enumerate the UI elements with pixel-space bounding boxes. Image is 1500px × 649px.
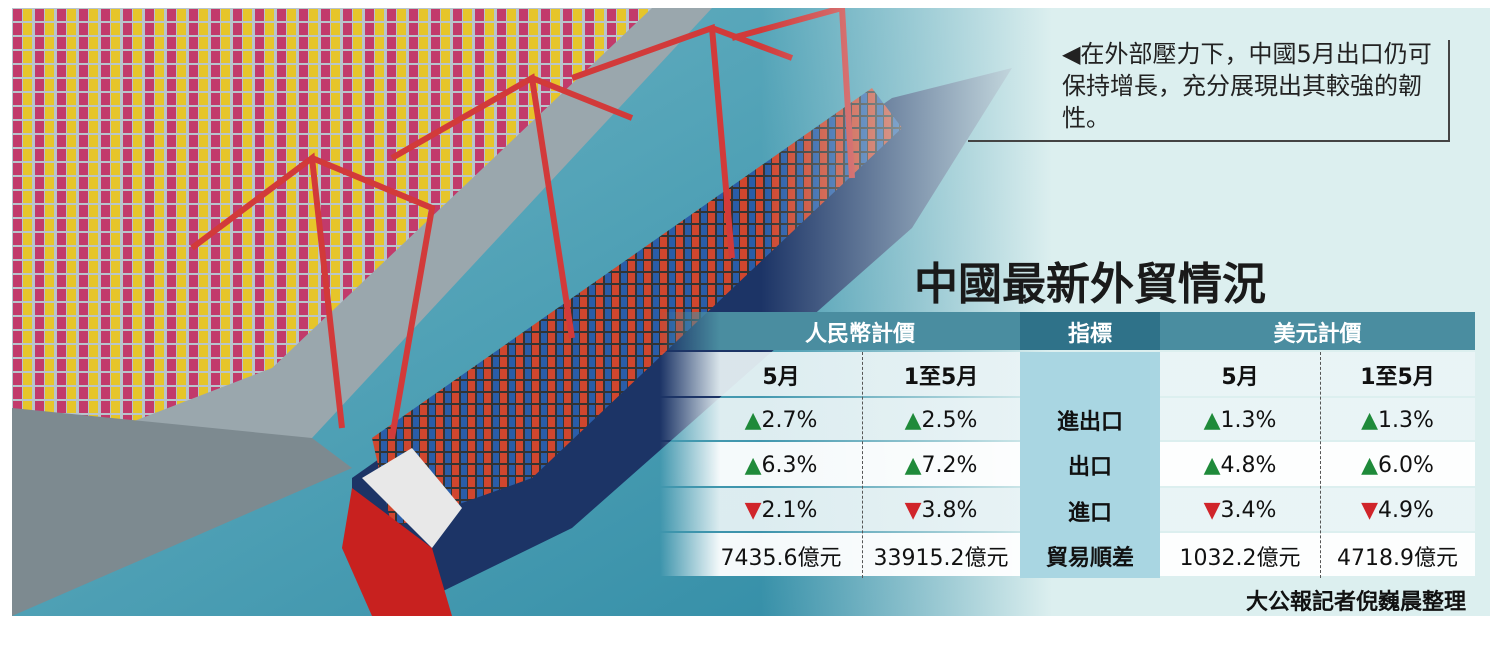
- value-text: 1.3%: [1220, 407, 1277, 433]
- trend-arrow: ▲: [1203, 452, 1221, 478]
- column-separator: [862, 352, 863, 578]
- value-cell: ▼ 4.9%: [1320, 488, 1475, 533]
- trend-arrow: ▲: [744, 407, 762, 433]
- trend-arrow: ▲: [744, 452, 762, 478]
- value-cell: ▲ 6.3%: [700, 442, 862, 488]
- table-title: 中國最新外貿情況: [914, 259, 1266, 310]
- center-header: [1020, 312, 1160, 350]
- value-text: 6.3%: [761, 452, 818, 478]
- trend-arrow: ▲: [904, 407, 922, 433]
- value-cell: ▲ 6.0%: [1320, 442, 1475, 488]
- value-cell: ▲ 2.7%: [700, 398, 862, 442]
- caption-frame: [968, 40, 1450, 142]
- trend-arrow: ▲: [1203, 407, 1221, 433]
- trend-arrow: ▲: [1361, 407, 1378, 433]
- column-header: 1至5月: [903, 365, 979, 390]
- value-cell: ▼ 3.4%: [1160, 488, 1320, 533]
- trend-arrow: ▼: [744, 498, 762, 523]
- value-text: 4.8%: [1220, 452, 1277, 478]
- photo-caption: ◀在外部壓力下，中國5月出口仍可保持增長，充分展現出其較強的韌性。: [1062, 40, 1432, 132]
- row-label: 進口: [1067, 500, 1112, 526]
- trend-arrow: ▲: [1361, 452, 1378, 478]
- value-cell: 33915.2億元: [862, 533, 1020, 578]
- group-header: 指標: [1067, 322, 1112, 347]
- trend-arrow: ▼: [904, 498, 922, 523]
- trend-arrow: ▼: [1361, 498, 1378, 523]
- value-text: 6.0%: [1378, 452, 1434, 478]
- value-text: 2.1%: [761, 498, 818, 523]
- row-label: 出口: [1067, 455, 1112, 480]
- value-text: 1032.2億元: [1179, 545, 1301, 571]
- value-cell: ▼ 2.1%: [700, 488, 862, 533]
- credit: 大公報記者倪巍晨整理: [1245, 590, 1466, 615]
- value-text: 2.5%: [921, 407, 978, 433]
- column-separator: [1320, 352, 1321, 578]
- group-header: 人民幣計價: [804, 322, 915, 347]
- value-cell: ▼ 3.8%: [862, 488, 1020, 533]
- value-cell: ▲ 2.5%: [862, 398, 1020, 442]
- trend-arrow: ▲: [904, 452, 922, 478]
- value-cell: ▲ 7.2%: [862, 442, 1020, 488]
- column-header: 5月: [762, 365, 800, 390]
- row-label: 貿易順差: [1045, 545, 1134, 571]
- column-header: 5月: [1221, 365, 1259, 390]
- value-text: 7435.6億元: [720, 545, 842, 571]
- value-text: 3.8%: [921, 498, 978, 523]
- value-cell: ▲ 1.3%: [1160, 398, 1320, 442]
- value-text: 4.9%: [1378, 498, 1434, 523]
- value-cell: ▲ 1.3%: [1320, 398, 1475, 442]
- group-header: 美元計價: [1273, 322, 1362, 347]
- value-cell: ▲ 4.8%: [1160, 442, 1320, 488]
- value-text: 33915.2億元: [873, 545, 1009, 571]
- value-text: 2.7%: [761, 407, 818, 433]
- value-cell: 4718.9億元: [1320, 533, 1475, 578]
- value-cell: 7435.6億元: [700, 533, 862, 578]
- value-text: 1.3%: [1378, 407, 1434, 433]
- value-cell: 1032.2億元: [1160, 533, 1320, 578]
- value-text: 4718.9億元: [1337, 545, 1458, 571]
- trend-arrow: ▼: [1203, 498, 1221, 523]
- value-text: 7.2%: [921, 452, 978, 478]
- column-header: 1至5月: [1360, 365, 1435, 390]
- row-label: 進出口: [1056, 410, 1123, 435]
- value-text: 3.4%: [1220, 498, 1277, 523]
- center-column: [1020, 352, 1160, 578]
